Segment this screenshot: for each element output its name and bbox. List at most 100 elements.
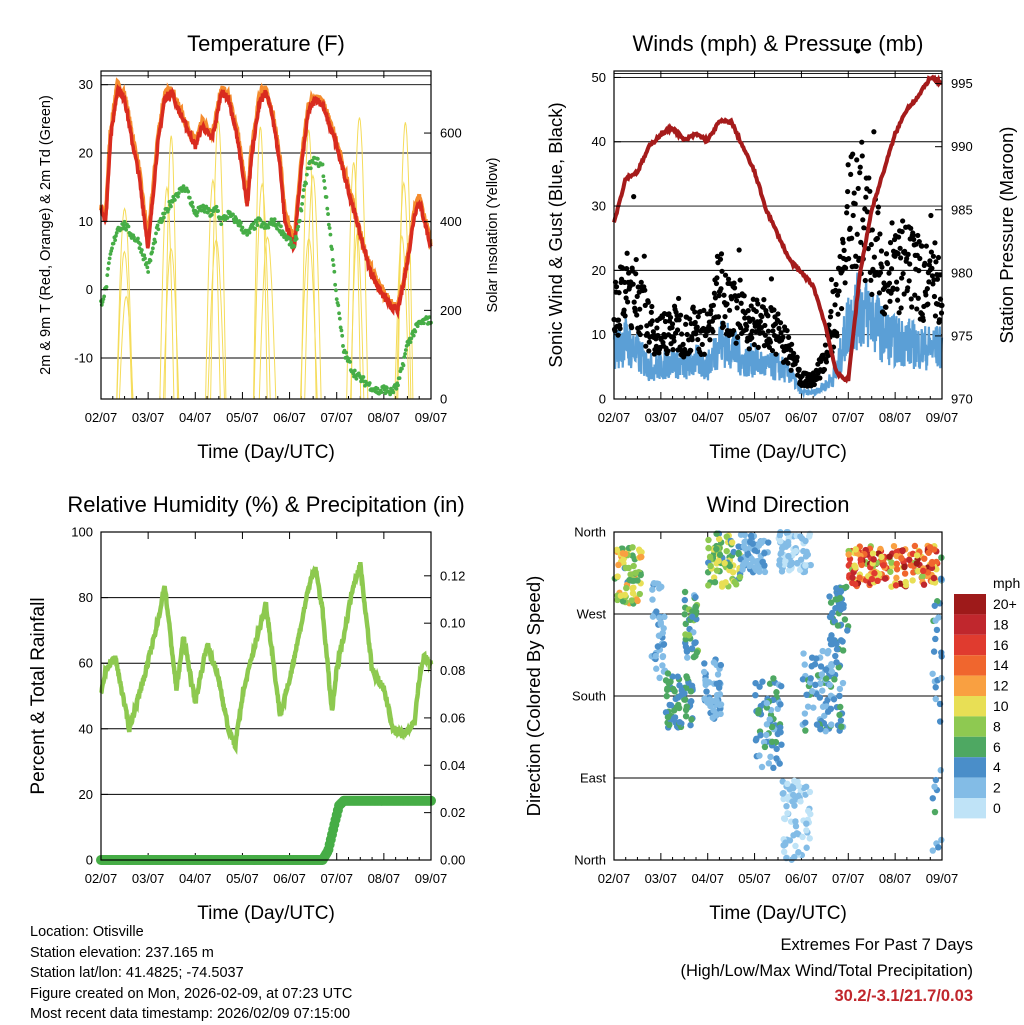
gust-point <box>662 318 669 325</box>
dewpoint-point <box>154 231 158 236</box>
speed-legend-swatch <box>954 736 986 758</box>
humidity-y2tick-label: 0.04 <box>440 758 465 773</box>
humidity-xtick-label: 02/07 <box>85 871 118 886</box>
humidity-y2tick-label: 0.08 <box>440 663 465 678</box>
dewpoint-point <box>301 194 305 199</box>
wind-direction-point <box>837 587 845 595</box>
speed-legend-swatch <box>954 777 986 798</box>
dewpoint-point <box>408 340 413 345</box>
wind-direction-point <box>790 784 797 792</box>
gust-point <box>861 225 867 231</box>
gust-point <box>667 314 674 321</box>
gust-point <box>755 344 761 350</box>
wind-direction-point <box>929 795 936 802</box>
wind-direction-point <box>781 841 789 848</box>
wind-direction-point <box>710 707 717 714</box>
gust-point <box>738 300 744 306</box>
gust-point <box>654 325 660 331</box>
wind-direction-point <box>870 556 877 563</box>
wind-direction-point <box>692 652 699 660</box>
gust-point <box>906 278 912 284</box>
dewpoint-point <box>411 333 416 338</box>
gust-point <box>633 271 639 277</box>
winds-ytick-label: 40 <box>592 134 606 149</box>
dewpoint-point <box>253 226 257 231</box>
wind-direction-point <box>799 676 807 683</box>
wind-direction-point <box>758 763 766 771</box>
gust-point <box>855 48 861 54</box>
wind-direction-point <box>717 701 725 708</box>
gust-point <box>631 299 637 305</box>
dewpoint-point <box>340 333 345 338</box>
wind-direction-point <box>836 685 844 693</box>
dewpoint-point <box>337 311 341 316</box>
wind-direction-point <box>938 836 945 844</box>
temperature-xtick-label: 02/07 <box>85 410 118 425</box>
gust-point <box>683 321 689 327</box>
speed-legend-label: 4 <box>993 759 1001 775</box>
wind-direction-point <box>660 641 667 648</box>
wind-direction-point <box>709 698 717 705</box>
wind-direction-point <box>837 703 844 711</box>
dewpoint-point <box>107 256 112 261</box>
wind-direction-point <box>841 616 849 623</box>
gust-point <box>630 281 636 287</box>
wind-direction-point <box>892 582 900 589</box>
gust-point <box>841 247 847 253</box>
gust-point <box>853 263 859 269</box>
dewpoint-point <box>102 294 107 299</box>
wind-direction-point <box>795 782 803 790</box>
dewpoint-point <box>106 266 110 271</box>
humidity-frame <box>100 531 432 861</box>
wind-direction-point <box>913 560 920 567</box>
dewpoint-point <box>379 390 384 395</box>
wind-direction-point <box>628 597 635 604</box>
gust-point <box>734 305 740 311</box>
dewpoint-point <box>161 215 166 220</box>
gust-point <box>894 286 900 292</box>
wind-direction-point <box>705 582 712 589</box>
dewpoint-point <box>110 246 114 251</box>
gust-point <box>757 318 763 325</box>
gust-point <box>613 284 620 290</box>
gust-point <box>852 201 858 207</box>
gust-point <box>624 266 630 272</box>
humidity-xtick-label: 04/07 <box>179 871 212 886</box>
gust-point <box>899 275 905 281</box>
wind-direction-point <box>658 583 665 591</box>
wind-direction-point <box>824 708 832 715</box>
winds-xlabel: Time (Day/UTC) <box>709 442 847 463</box>
wind-direction-point <box>937 767 944 774</box>
gust-point <box>915 232 921 239</box>
gust-point <box>828 276 835 283</box>
wind-direction-point <box>845 551 852 558</box>
wind-direction-point <box>780 815 788 822</box>
gust-point <box>846 256 852 262</box>
wind_direction-ytick-label: West <box>577 607 607 622</box>
wind-direction-point <box>931 602 938 609</box>
gust-point <box>847 225 853 231</box>
wind-direction-point <box>807 675 814 682</box>
gust-point <box>915 295 921 301</box>
wind-direction-point <box>808 654 816 661</box>
speed-legend-swatch <box>954 675 986 696</box>
dewpoint-point <box>162 211 167 216</box>
dewpoint-point <box>245 233 250 237</box>
wind-direction-point <box>932 776 940 784</box>
gust-point <box>844 204 850 210</box>
gust-point <box>701 351 707 357</box>
wind-direction-point <box>779 790 786 797</box>
wind-direction-point <box>909 577 916 584</box>
dewpoint-point <box>327 226 332 230</box>
wind-direction-point <box>622 564 629 572</box>
gust-point <box>617 325 623 332</box>
humidity-y2tick-label: 0.12 <box>440 568 465 583</box>
dewpoint-point <box>351 371 356 376</box>
gust-point <box>771 307 777 313</box>
dewpoint-point <box>105 273 110 278</box>
temperature-ytick-label: 10 <box>79 214 93 229</box>
gust-point <box>875 210 881 216</box>
gust-point <box>687 316 693 322</box>
temp-2m-line <box>99 84 433 320</box>
wind_direction-xtick-label: 04/07 <box>691 871 724 886</box>
